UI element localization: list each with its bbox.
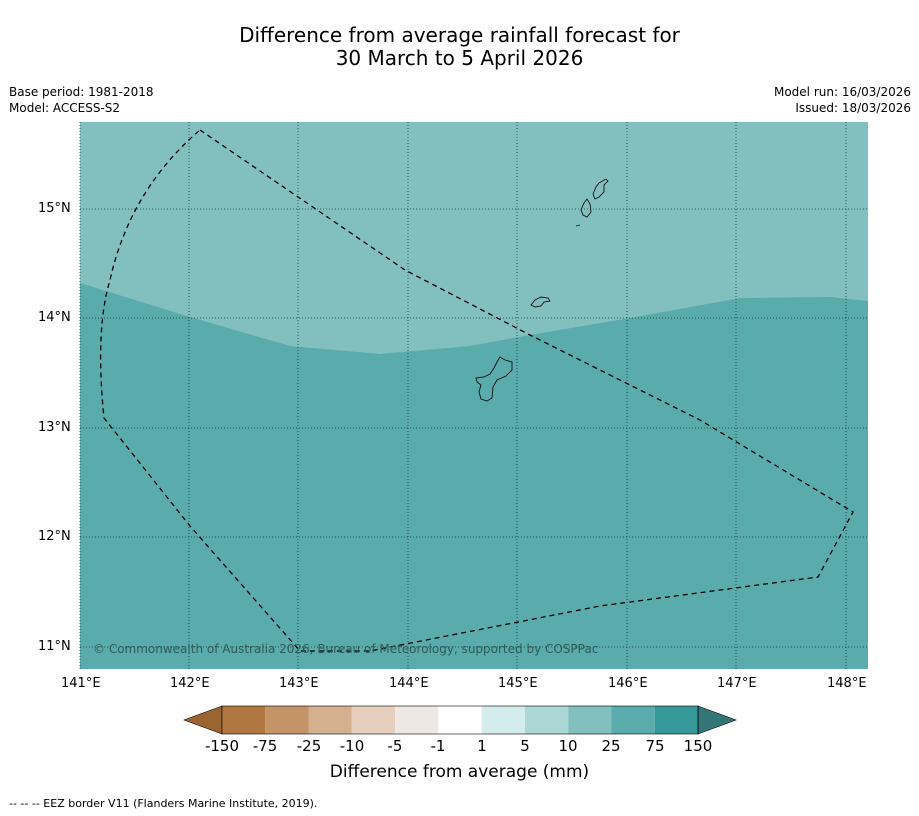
- colorbar-segment: [351, 706, 396, 734]
- colorbar-segment: [265, 706, 309, 734]
- issued-date: Issued: 18/03/2026: [795, 101, 911, 115]
- colorbar-extension-high: [697, 705, 737, 735]
- lon-label-148e: 148°E: [827, 676, 867, 691]
- colorbar-label: 25: [601, 737, 621, 755]
- colorbar-label: -25: [296, 737, 322, 755]
- colorbar-segment: [438, 706, 482, 734]
- rota-island: [530, 296, 551, 308]
- lat-label-12n: 12°N: [38, 529, 71, 544]
- colorbar-label: -75: [252, 737, 278, 755]
- lon-label-147e: 147°E: [717, 676, 757, 691]
- colorbar-label: 10: [558, 737, 578, 755]
- colorbar-label: 75: [645, 737, 665, 755]
- wetter-region-dark: [80, 283, 868, 669]
- colorbar-segment: [222, 706, 266, 734]
- lon-label-144e: 144°E: [389, 676, 429, 691]
- guam-island: [475, 356, 513, 402]
- lat-label-13n: 13°N: [38, 420, 71, 435]
- colorbar-label: 5: [520, 737, 530, 755]
- saipan-island: [592, 178, 609, 200]
- colorbar-label: -5: [387, 737, 403, 755]
- aguijan-island: [575, 224, 581, 227]
- colorbar-segment: [481, 706, 525, 734]
- lon-label-146e: 146°E: [608, 676, 648, 691]
- colorbar-segment: [654, 706, 698, 734]
- lon-label-142e: 142°E: [170, 676, 210, 691]
- lon-label-145e: 145°E: [498, 676, 538, 691]
- colorbar-segment: [395, 706, 439, 734]
- islands: [475, 178, 609, 402]
- colorbar-segment: [568, 706, 612, 734]
- chart-title-line1: Difference from average rainfall forecas…: [239, 23, 680, 47]
- colorbar-label: 150: [683, 737, 713, 755]
- colorbar-border: [221, 705, 699, 735]
- colorbar-extension-low: [183, 705, 223, 735]
- colorbar-label: 1: [477, 737, 487, 755]
- eez-border: [100, 129, 854, 652]
- tinian-island: [580, 198, 592, 218]
- chart-title-line2: 30 March to 5 April 2026: [335, 46, 584, 70]
- colorbar-title: Difference from average (mm): [329, 762, 590, 782]
- colorbar-label: -150: [204, 737, 240, 755]
- eez-footnote: -- -- -- EEZ border V11 (Flanders Marine…: [9, 797, 318, 810]
- model-name: Model: ACCESS-S2: [9, 101, 121, 115]
- colorbar: [183, 705, 737, 735]
- base-period: Base period: 1981-2018: [9, 85, 154, 99]
- lon-label-141e: 141°E: [61, 676, 101, 691]
- copyright-notice: © Commonwealth of Australia 2026, Bureau…: [93, 642, 599, 656]
- colorbar-segment: [524, 706, 569, 734]
- lat-label-11n: 11°N: [38, 639, 71, 654]
- model-run: Model run: 16/03/2026: [773, 85, 911, 99]
- lon-label-143e: 143°E: [279, 676, 319, 691]
- colorbar-label: -10: [339, 737, 365, 755]
- colorbar-segment: [611, 706, 655, 734]
- colorbar-segment: [308, 706, 352, 734]
- colorbar-label: -1: [430, 737, 446, 755]
- lat-label-15n: 15°N: [38, 201, 71, 216]
- gridlines: [79, 122, 868, 669]
- lat-label-14n: 14°N: [38, 310, 71, 325]
